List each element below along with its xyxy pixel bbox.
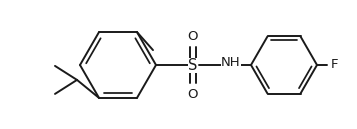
Text: O: O xyxy=(188,30,198,42)
Text: S: S xyxy=(188,58,198,72)
Text: F: F xyxy=(330,58,338,71)
Text: NH: NH xyxy=(221,57,241,70)
Text: O: O xyxy=(188,87,198,100)
